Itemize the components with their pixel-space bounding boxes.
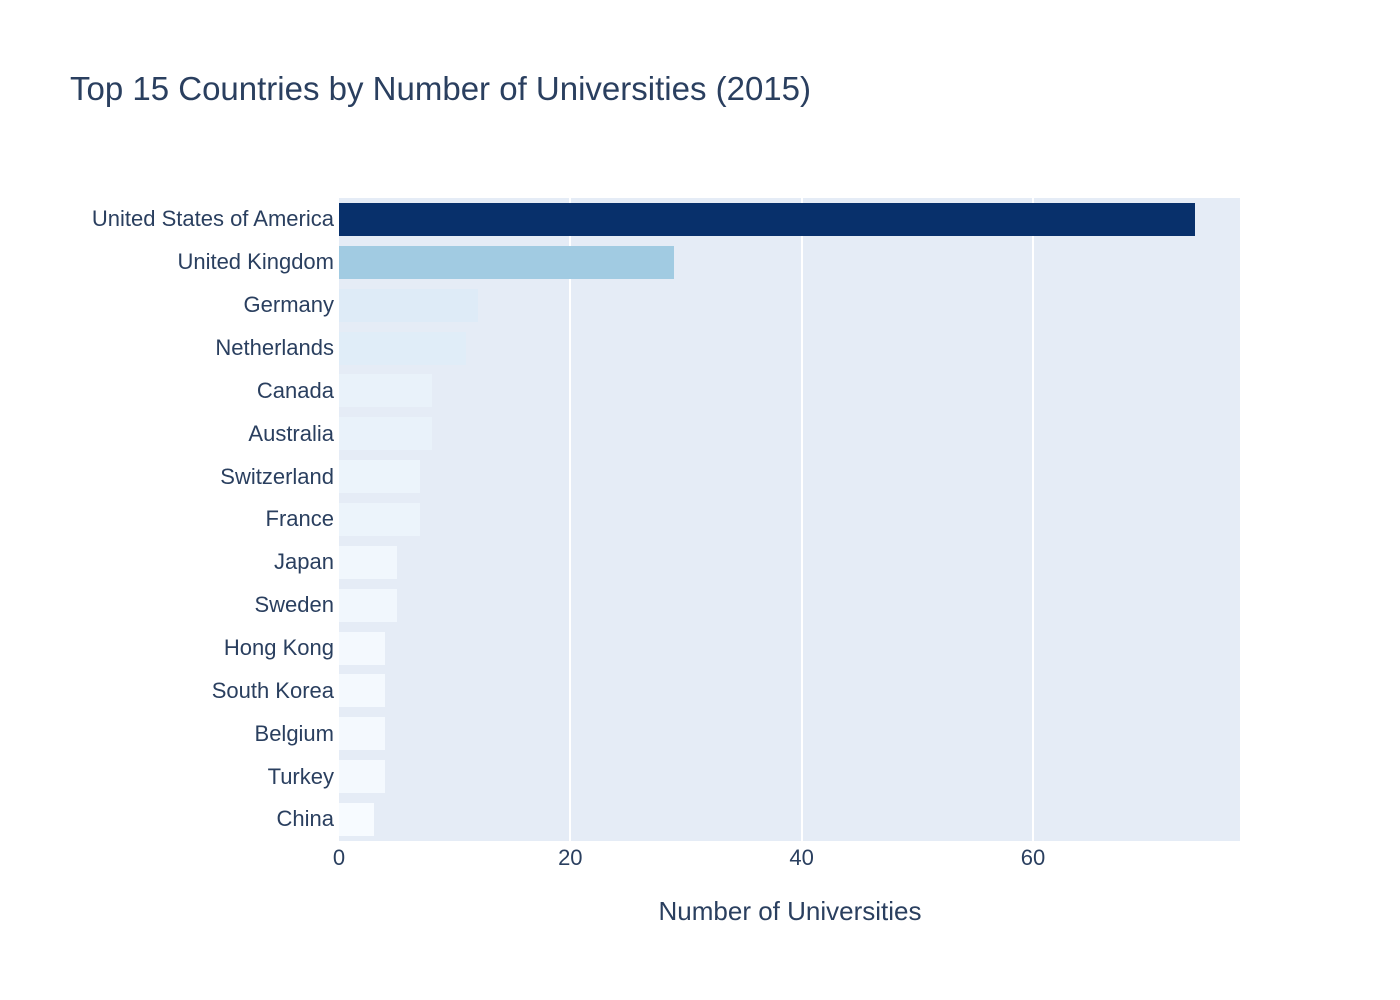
- bar-united-states-of-america[interactable]: [339, 202, 1195, 236]
- bar-hong-kong[interactable]: [339, 631, 386, 665]
- bar-row-china: [339, 798, 1240, 841]
- y-tick-label-sweden: Sweden: [254, 592, 334, 618]
- bar-belgium[interactable]: [339, 717, 386, 751]
- gridline-x-60: [1031, 198, 1034, 841]
- bar-row-united-kingdom: [339, 241, 1240, 284]
- bar-france[interactable]: [339, 502, 420, 536]
- y-tick-label-netherlands: Netherlands: [215, 335, 334, 360]
- bar-japan[interactable]: [339, 545, 397, 579]
- bar-netherlands[interactable]: [339, 331, 467, 365]
- bar-row-switzerland: [339, 455, 1240, 498]
- y-tick-label-turkey: Turkey: [267, 763, 334, 789]
- bar-row-belgium: [339, 712, 1240, 755]
- chart-title: Top 15 Countries by Number of Universiti…: [70, 70, 812, 107]
- y-tick-label-france: France: [265, 506, 334, 532]
- gridline-x-40: [800, 198, 803, 841]
- bar-switzerland[interactable]: [339, 460, 420, 494]
- bar-germany[interactable]: [339, 288, 478, 322]
- bar-turkey[interactable]: [339, 760, 386, 794]
- y-tick-label-hong-kong: Hong Kong: [223, 635, 334, 661]
- y-tick-label-south-korea: South Korea: [211, 677, 334, 703]
- bar-united-kingdom[interactable]: [339, 245, 675, 279]
- bar-rows: [339, 198, 1240, 841]
- y-tick-label-japan: Japan: [274, 549, 334, 575]
- x-tick-label-40: 40: [789, 845, 814, 870]
- y-tick-label-china: China: [276, 806, 334, 832]
- bar-row-france: [339, 498, 1240, 541]
- bar-row-south-korea: [339, 669, 1240, 712]
- bar-row-netherlands: [339, 327, 1240, 370]
- bar-row-germany: [339, 284, 1240, 327]
- bar-row-australia: [339, 412, 1240, 455]
- plot-area: [339, 198, 1240, 841]
- y-axis-labels: United States of America United Kingdom Ge…: [0, 198, 334, 841]
- x-tick-label-20: 20: [558, 845, 583, 870]
- y-tick-label-united-states-of-america: United States of America: [91, 206, 334, 232]
- y-tick-label-canada: Canada: [256, 377, 334, 403]
- x-axis-title: Number of Universities: [658, 896, 922, 926]
- bar-china[interactable]: [339, 802, 374, 836]
- bar-row-sweden: [339, 584, 1240, 627]
- x-tick-label-0: 0: [332, 845, 346, 870]
- y-tick-label-australia: Australia: [248, 420, 334, 446]
- bar-south-korea[interactable]: [339, 674, 386, 708]
- y-tick-label-switzerland: Switzerland: [220, 463, 334, 489]
- x-tick-label-60: 60: [1020, 845, 1046, 870]
- bar-canada[interactable]: [339, 374, 432, 408]
- bar-row-turkey: [339, 755, 1240, 798]
- y-tick-label-germany: Germany: [243, 292, 334, 318]
- bar-row-united-states-of-america: [339, 198, 1240, 241]
- gridline-x-20: [569, 198, 572, 841]
- bar-row-hong-kong: [339, 627, 1240, 670]
- bar-row-canada: [339, 369, 1240, 412]
- y-tick-label-belgium: Belgium: [254, 720, 334, 746]
- y-tick-label-united-kingdom: United Kingdom: [177, 249, 334, 275]
- bar-australia[interactable]: [339, 417, 432, 451]
- bar-sweden[interactable]: [339, 588, 397, 622]
- bar-row-japan: [339, 541, 1240, 584]
